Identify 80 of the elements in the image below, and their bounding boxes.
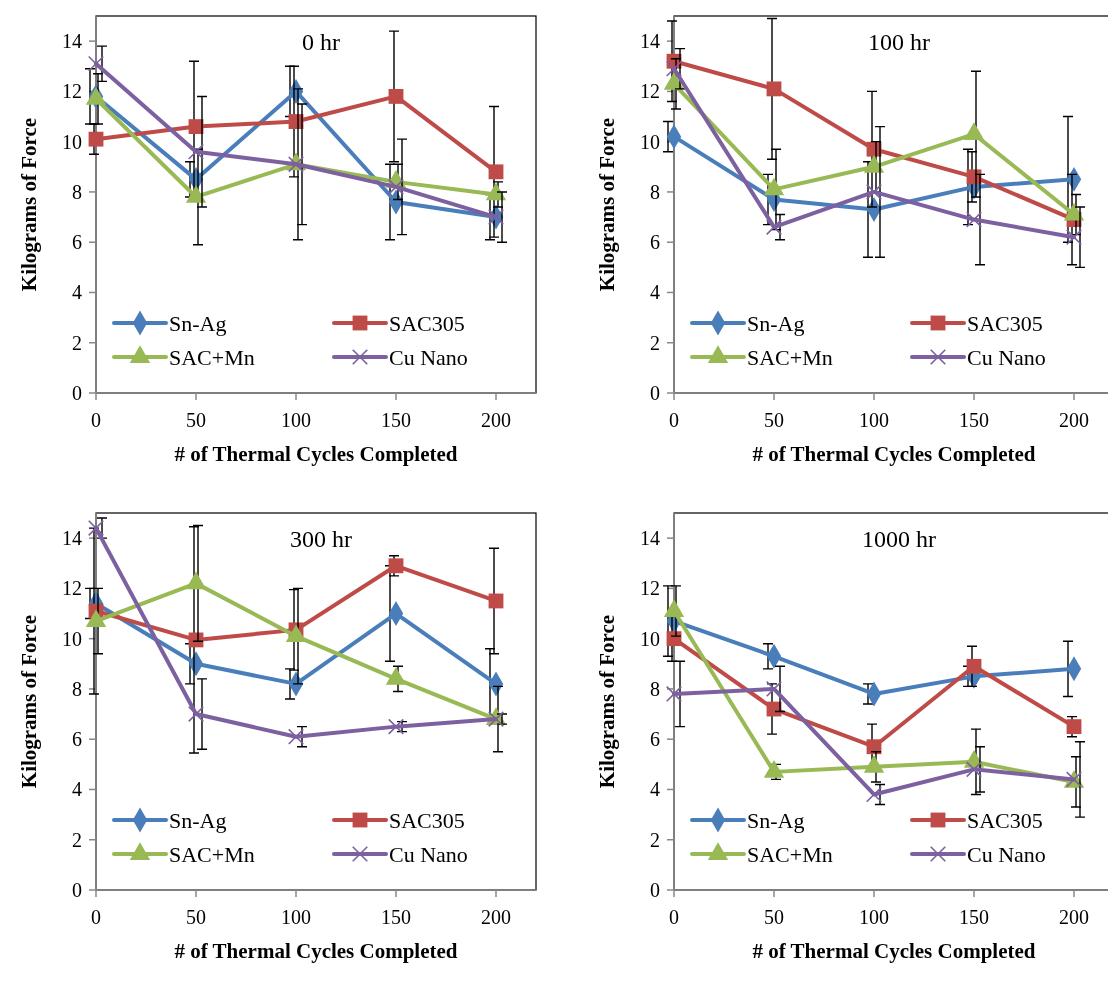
y-tick-label: 12	[62, 577, 82, 600]
x-tick-label: 0	[91, 409, 101, 431]
x-tick-label: 50	[186, 409, 206, 431]
y-axis-title: Kilograms of Force	[17, 614, 41, 789]
y-tick-label: 2	[650, 331, 660, 354]
y-tick-label: 2	[72, 828, 82, 851]
y-axis-title: Kilograms of Force	[595, 614, 619, 789]
y-tick-label: 4	[72, 778, 82, 801]
legend-label: SAC+Mn	[169, 841, 255, 867]
y-tick-label: 4	[650, 778, 660, 801]
y-tick-label: 12	[62, 80, 82, 103]
x-axis-title: # of Thermal Cycles Completed	[174, 442, 458, 466]
legend-label: Cu Nano	[389, 841, 468, 867]
y-tick-label: 10	[640, 627, 660, 650]
x-axis-title: # of Thermal Cycles Completed	[174, 939, 458, 963]
legend-label: Sn-Ag	[169, 310, 227, 336]
x-tick-label: 150	[381, 409, 411, 431]
x-tick-label: 200	[1059, 906, 1089, 928]
text: 100 hr	[868, 29, 930, 55]
y-tick-label: 8	[72, 180, 82, 203]
x-tick-label: 150	[959, 906, 989, 928]
legend-label: Cu Nano	[389, 344, 468, 370]
y-tick-label: 0	[650, 879, 660, 901]
y-tick-label: 2	[650, 828, 660, 851]
y-axis-title: Kilograms of Force	[17, 117, 41, 292]
y-tick-label: 4	[650, 281, 660, 304]
y-tick-label: 14	[62, 527, 82, 550]
x-tick-label: 200	[1059, 409, 1089, 431]
text: 0 hr	[302, 29, 340, 55]
y-tick-label: 12	[640, 577, 660, 600]
legend-label: Sn-Ag	[747, 310, 805, 336]
y-tick-label: 8	[72, 677, 82, 700]
y-tick-label: 10	[640, 130, 660, 153]
y-axis-title: Kilograms of Force	[595, 117, 619, 292]
legend-label: SAC+Mn	[747, 841, 833, 867]
legend-label: Cu Nano	[967, 841, 1046, 867]
x-tick-label: 100	[859, 906, 889, 928]
y-tick-label: 0	[72, 879, 82, 901]
legend-label: Sn-Ag	[169, 807, 227, 833]
y-tick-label: 6	[650, 728, 660, 751]
y-tick-label: 12	[640, 80, 660, 103]
x-tick-label: 0	[91, 906, 101, 928]
legend-label: SAC305	[389, 807, 465, 833]
x-tick-label: 100	[859, 409, 889, 431]
x-tick-label: 150	[381, 906, 411, 928]
y-tick-label: 4	[72, 281, 82, 304]
y-tick-label: 6	[650, 231, 660, 254]
text: 300 hr	[290, 526, 352, 552]
x-tick-label: 50	[764, 409, 784, 431]
x-tick-label: 0	[669, 906, 679, 928]
x-tick-label: 50	[186, 906, 206, 928]
x-tick-label: 50	[764, 906, 784, 928]
x-axis-title: # of Thermal Cycles Completed	[752, 939, 1036, 963]
y-tick-label: 6	[72, 231, 82, 254]
y-tick-label: 0	[72, 382, 82, 404]
y-tick-label: 14	[62, 30, 82, 53]
x-tick-label: 100	[281, 409, 311, 431]
y-tick-label: 0	[650, 382, 660, 404]
y-tick-label: 8	[650, 677, 660, 700]
x-tick-label: 0	[669, 409, 679, 431]
legend-label: SAC305	[389, 310, 465, 336]
y-tick-label: 6	[72, 728, 82, 751]
legend-label: SAC305	[967, 807, 1043, 833]
x-axis-title: # of Thermal Cycles Completed	[752, 442, 1036, 466]
y-tick-label: 2	[72, 331, 82, 354]
legend-label: Sn-Ag	[747, 807, 805, 833]
y-tick-label: 10	[62, 130, 82, 153]
x-tick-label: 200	[481, 906, 511, 928]
legend-label: SAC305	[967, 310, 1043, 336]
x-tick-label: 200	[481, 409, 511, 431]
y-tick-label: 10	[62, 627, 82, 650]
text: 1000 hr	[862, 526, 936, 552]
y-tick-label: 8	[650, 180, 660, 203]
x-tick-label: 150	[959, 409, 989, 431]
x-tick-label: 100	[281, 906, 311, 928]
y-tick-label: 14	[640, 30, 660, 53]
y-tick-label: 14	[640, 527, 660, 550]
legend-label: SAC+Mn	[747, 344, 833, 370]
legend-label: SAC+Mn	[169, 344, 255, 370]
legend-label: Cu Nano	[967, 344, 1046, 370]
